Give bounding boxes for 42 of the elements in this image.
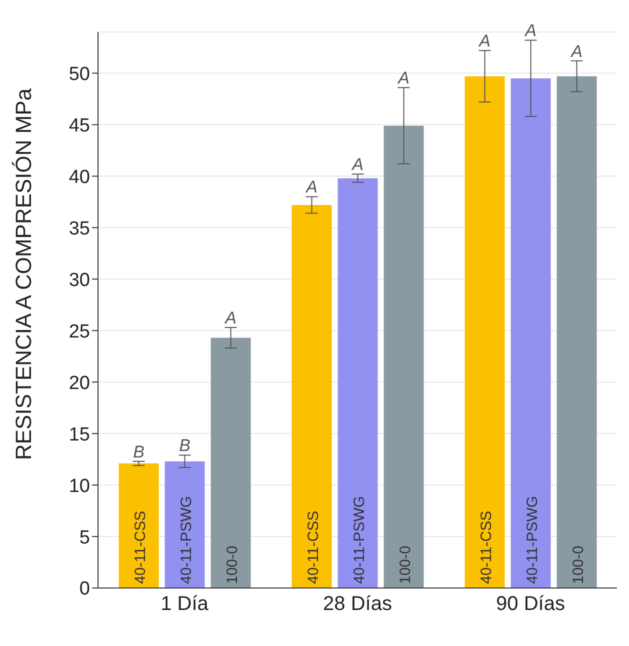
x-tick-label: 1 Día — [160, 593, 210, 616]
data-label: A — [478, 32, 490, 51]
data-label: A — [351, 155, 364, 174]
data-label: A — [397, 68, 410, 88]
text: 40-11-CSS — [478, 510, 495, 584]
bar — [338, 178, 378, 588]
y-tick-label: 45 — [68, 115, 90, 136]
series-label: 100-0 — [224, 546, 241, 584]
y-tick-label: 15 — [68, 424, 90, 446]
data-label: A — [524, 21, 536, 40]
y-axis-title: RESISTENCIA A COMPRESIÓN MPa — [10, 88, 36, 460]
bar — [384, 126, 424, 588]
bar — [510, 78, 551, 588]
series-label: 40-11-PSWG — [178, 496, 195, 584]
y-tick-label: 25 — [68, 321, 90, 342]
y-tick-label: 30 — [68, 270, 90, 291]
y-tick-label: 40 — [68, 166, 90, 188]
text: 40-11-PSWG — [524, 496, 541, 584]
bar — [118, 463, 159, 588]
data-label: B — [179, 436, 190, 456]
series-label: 40-11-CSS — [132, 510, 149, 584]
text: 40-11-PSWG — [350, 496, 368, 584]
data-label: A — [224, 308, 236, 328]
data-label: A — [305, 178, 318, 197]
data-label: A — [570, 42, 582, 61]
text: 100-0 — [570, 546, 587, 584]
bar — [210, 338, 251, 588]
text: 40-11-CSS — [304, 510, 322, 584]
y-tick-label: 0 — [79, 578, 90, 600]
y-tick-label: 35 — [68, 218, 90, 240]
bar — [292, 204, 332, 588]
bar — [556, 76, 597, 588]
y-tick-label: 20 — [68, 372, 90, 394]
y-tick-label: 5 — [79, 527, 90, 548]
data-label: B — [133, 442, 144, 462]
x-tick-label: 28 Días — [323, 593, 392, 616]
y-tick-label: 10 — [68, 476, 90, 497]
y-tick-label: 50 — [68, 64, 90, 85]
text: 100-0 — [396, 546, 414, 584]
x-tick-label: 90 Días — [496, 593, 565, 616]
bar — [164, 461, 205, 588]
bar — [464, 76, 505, 588]
